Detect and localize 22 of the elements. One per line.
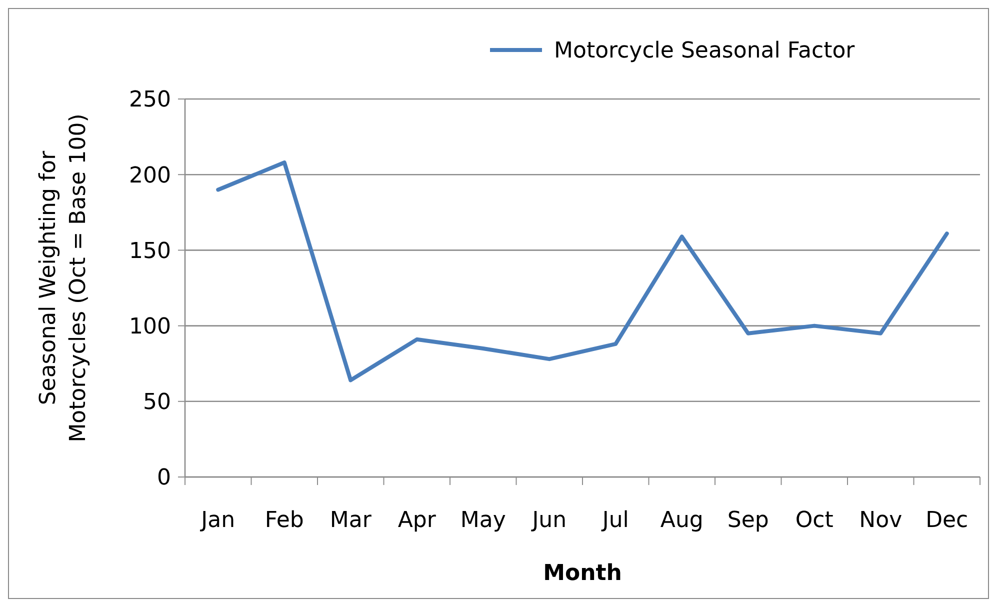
x-tick-label: Mar: [330, 508, 372, 533]
x-tick-label: Dec: [926, 508, 968, 533]
legend-label: Motorcycle Seasonal Factor: [554, 38, 856, 64]
x-tick-label: Apr: [398, 508, 437, 533]
y-axis-title: Seasonal Weighting for Motorcycles (Oct = Base 100): [36, 114, 91, 442]
x-tick-label: Oct: [795, 508, 834, 533]
y-tick-label: 50: [143, 390, 171, 416]
x-tick-label: Aug: [660, 508, 704, 533]
y-tick-label: 0: [157, 466, 171, 491]
y-tick-label: 250: [129, 88, 171, 113]
y-tick-label: 100: [129, 314, 171, 340]
x-tick-label: Nov: [859, 508, 902, 533]
y-tick-label: 150: [129, 238, 171, 264]
x-tick-label: Jun: [530, 508, 567, 533]
x-tick-label: Feb: [264, 508, 304, 533]
x-tick-label: Jul: [600, 508, 629, 533]
x-tick-label: Jan: [199, 508, 236, 533]
line-series: [216, 160, 949, 382]
x-tick-label: May: [460, 508, 506, 533]
y-tick-label: 200: [129, 163, 171, 188]
x-axis-title: Month: [543, 561, 622, 586]
x-tick-label: Sep: [727, 508, 769, 533]
